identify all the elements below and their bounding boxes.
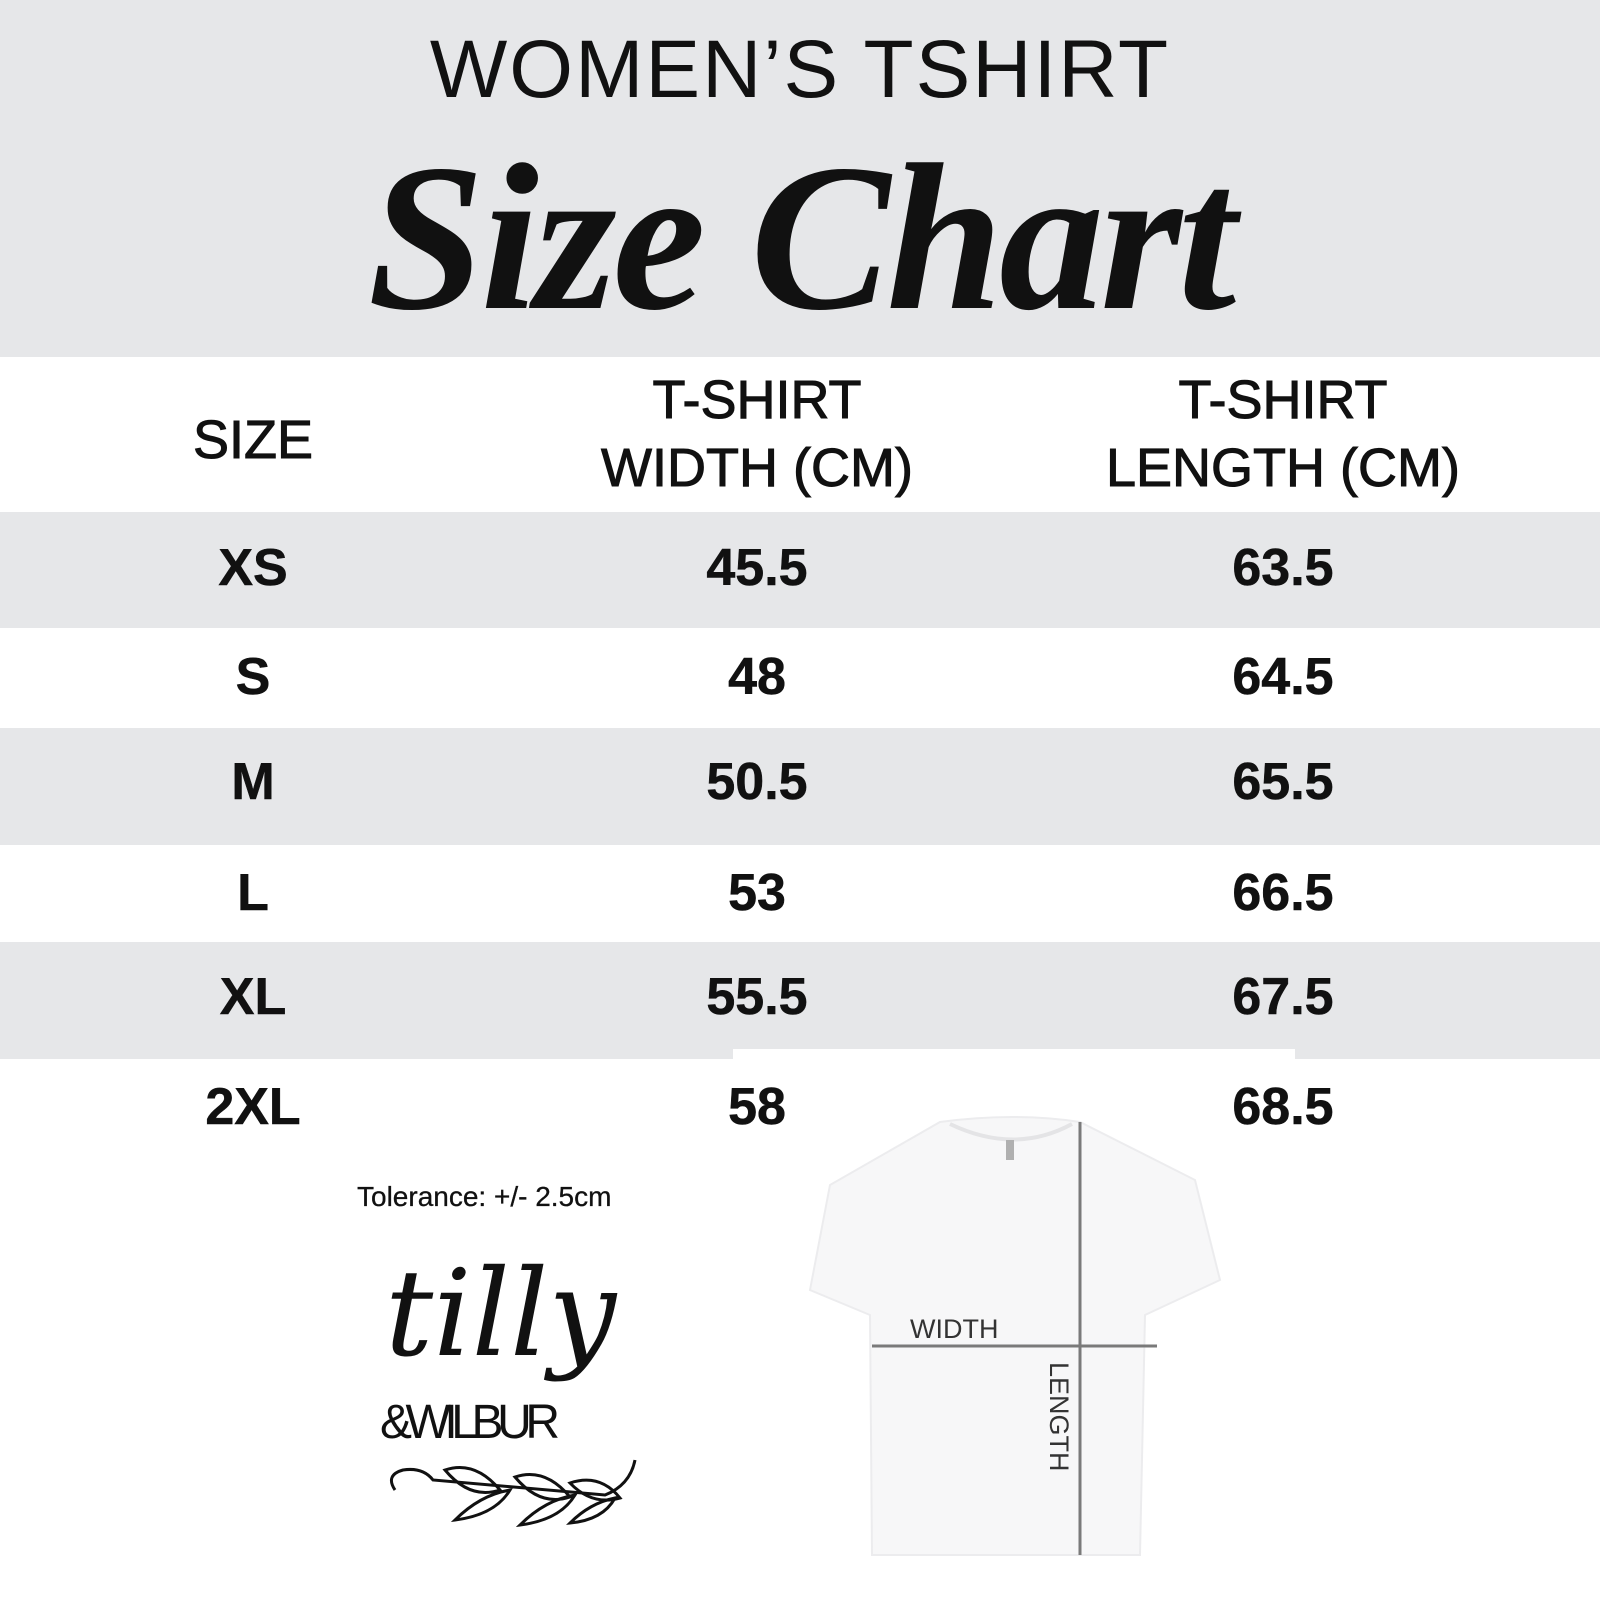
header-banner <box>0 0 1600 357</box>
cell-size: XL <box>219 968 287 1027</box>
column-header-width-line1: T-SHIRT <box>652 370 862 431</box>
column-header-size: SIZE <box>192 410 314 471</box>
row-stripe-xs <box>0 512 1600 628</box>
cell-width: 53 <box>728 864 786 923</box>
subtitle: WOMEN’S TSHIRT <box>429 24 1171 115</box>
cell-size: 2XL <box>205 1078 301 1137</box>
row-stripe-m <box>0 728 1600 845</box>
cell-width: 55.5 <box>706 968 808 1027</box>
cell-width: 48 <box>728 648 786 707</box>
cell-length: 64.5 <box>1232 648 1334 707</box>
leaf-branch-icon <box>389 1459 637 1528</box>
column-header-width-line2: WIDTH (CM) <box>601 438 914 499</box>
cell-width: 50.5 <box>706 753 808 812</box>
tshirt-diagram: WIDTH LENGTH <box>808 1116 1222 1556</box>
cell-size: XS <box>218 539 288 598</box>
column-header-length-line1: T-SHIRT <box>1178 370 1388 431</box>
column-header-length-line2: LENGTH (CM) <box>1106 438 1461 499</box>
cell-length: 63.5 <box>1232 539 1334 598</box>
cell-width: 58 <box>728 1078 786 1137</box>
length-label: LENGTH <box>1044 1362 1074 1472</box>
cell-length: 68.5 <box>1232 1078 1334 1137</box>
cell-length: 65.5 <box>1232 753 1334 812</box>
tshirt-shape <box>808 1116 1222 1556</box>
row-stripe-xl <box>0 942 1600 1059</box>
cell-length: 66.5 <box>1232 864 1334 923</box>
stripe-notch <box>733 1049 1295 1059</box>
logo-wordmark: &WILBUR <box>380 1396 560 1449</box>
page-title: Size Chart <box>367 122 1237 354</box>
cell-width: 45.5 <box>706 539 808 598</box>
logo-script: tilly <box>385 1245 618 1384</box>
width-label: WIDTH <box>910 1314 998 1344</box>
brand-logo: tilly &WILBUR <box>380 1245 637 1528</box>
cell-size: M <box>231 753 275 812</box>
cell-length: 67.5 <box>1232 968 1334 1027</box>
tolerance-note: Tolerance: +/- 2.5cm <box>357 1181 612 1212</box>
cell-size: S <box>235 648 271 707</box>
tshirt-collar <box>949 1122 1073 1142</box>
label-tag <box>1006 1140 1014 1160</box>
cell-size: L <box>237 864 269 923</box>
